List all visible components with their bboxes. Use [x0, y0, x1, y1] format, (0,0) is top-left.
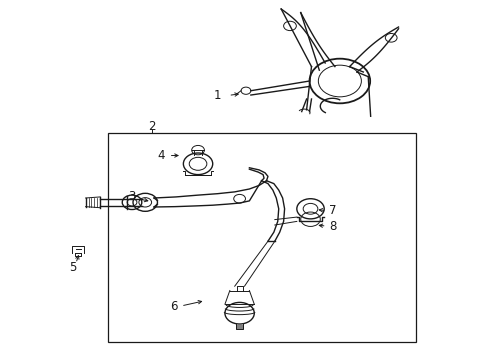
Text: 2: 2	[147, 120, 155, 133]
Text: 4: 4	[157, 149, 165, 162]
Bar	[107, 133, 415, 342]
Text: 1: 1	[213, 89, 221, 102]
Text: 5: 5	[68, 261, 76, 274]
Text: 8: 8	[328, 220, 336, 233]
Text: 6: 6	[169, 300, 177, 313]
Text: 3: 3	[128, 190, 136, 203]
Text: 7: 7	[328, 204, 336, 217]
